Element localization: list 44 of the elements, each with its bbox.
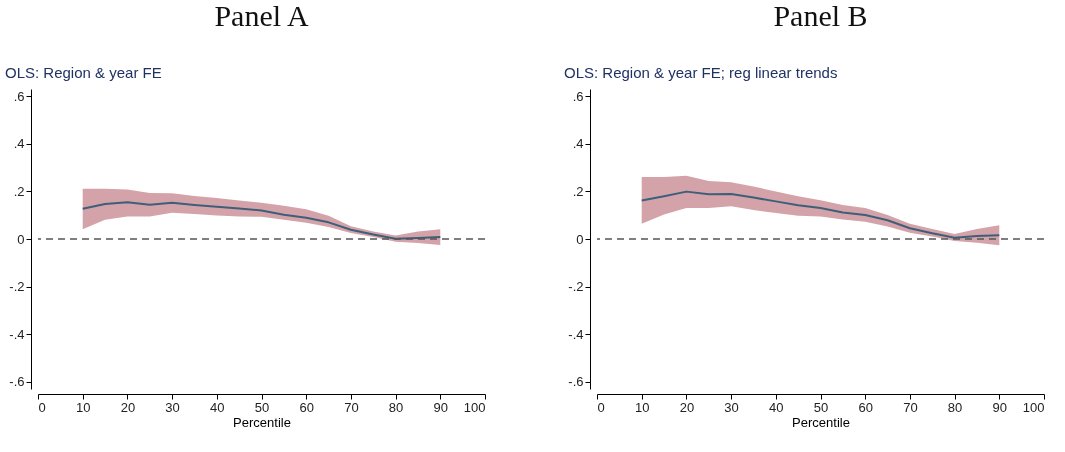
x-tick-label: 70 [903, 399, 918, 415]
x-axis-title: Percentile [792, 414, 850, 430]
chart-subtitle: OLS: Region & year FE; reg linear trends [564, 64, 838, 81]
x-tick-label: 90 [992, 399, 1008, 415]
y-tick-label: .6 [13, 88, 25, 104]
x-tick-label: 90 [433, 399, 449, 415]
y-tick-label: .2 [13, 183, 25, 199]
line-series [640, 190, 1001, 239]
x-tick-label: 80 [947, 399, 963, 415]
x-tick-label: 20 [120, 399, 136, 415]
x-tick-label: 40 [769, 399, 784, 415]
y-tick-label: 0 [576, 231, 584, 247]
y-tick-label: 0 [17, 231, 25, 247]
x-tick-label: 20 [679, 399, 695, 415]
x-tick-label: 50 [254, 399, 270, 415]
x-tick-label: 10 [634, 399, 650, 415]
x-tick-label: 30 [165, 399, 180, 415]
y-tick-label: .4 [572, 136, 584, 152]
x-tick-label: 80 [388, 399, 404, 415]
line-series [81, 201, 442, 240]
x-tick-label: 40 [210, 399, 225, 415]
x-tick-label: 70 [344, 399, 359, 415]
x-tick-label: 0 [38, 399, 46, 415]
x-tick-label: 60 [858, 399, 873, 415]
y-tick-label: -.4 [568, 326, 584, 342]
y-tick-label: -.4 [9, 326, 25, 342]
x-tick-label: 60 [299, 399, 314, 415]
x-tick-label: 100 [463, 399, 486, 415]
chart-title: Panel B [773, 0, 868, 32]
chart-title: Panel A [214, 0, 309, 32]
y-tick-label: .4 [13, 136, 25, 152]
y-tick-label: .6 [572, 88, 584, 104]
y-tick-label: .2 [572, 183, 584, 199]
x-axis-title: Percentile [233, 414, 291, 430]
x-tick-label: 10 [75, 399, 91, 415]
y-tick-label: -.2 [568, 279, 584, 295]
x-tick-label: 30 [724, 399, 739, 415]
y-tick-label: -.2 [9, 279, 25, 295]
x-tick-label: 0 [597, 399, 605, 415]
chart-subtitle: OLS: Region & year FE [5, 64, 162, 81]
x-tick-label: 50 [813, 399, 829, 415]
y-tick-label: -.6 [568, 374, 584, 390]
x-tick-label: 100 [1022, 399, 1045, 415]
y-tick-label: -.6 [9, 374, 25, 390]
